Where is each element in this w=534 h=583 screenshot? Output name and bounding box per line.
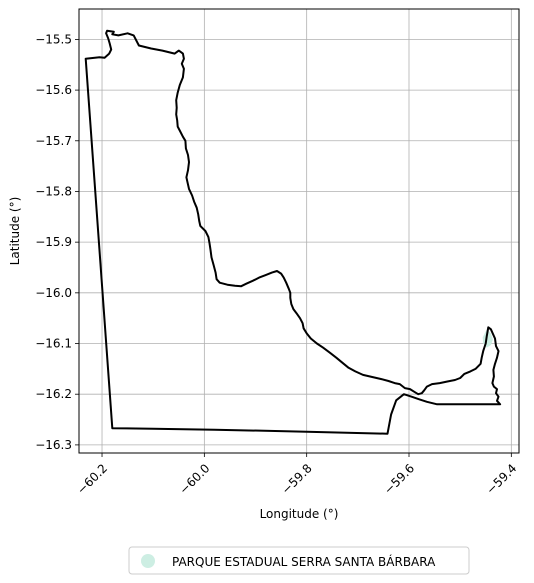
y-axis-label: Latitude (°)	[8, 197, 22, 266]
y-tick-label: −15.9	[35, 235, 72, 249]
y-tick-label: −16.2	[35, 387, 72, 401]
y-tick-label: −15.7	[35, 134, 72, 148]
legend: PARQUE ESTADUAL SERRA SANTA BÁRBARA	[128, 546, 470, 575]
y-tick-label: −15.8	[35, 184, 72, 198]
grid-lines	[79, 9, 519, 453]
y-tick-label: −16.0	[35, 286, 72, 300]
x-axis-label: Longitude (°)	[260, 507, 339, 521]
legend-marker	[141, 554, 155, 568]
y-axis-ticks: −15.5 −15.6 −15.7 −15.8 −15.9 −16.0 −16.1 −16.2…	[35, 32, 79, 452]
plot-frame	[78, 8, 520, 454]
y-tick-label: −15.6	[35, 83, 72, 97]
y-tick-label: −15.5	[35, 32, 72, 46]
legend-box	[128, 546, 470, 575]
boundary-outline	[84, 29, 502, 435]
legend-label: PARQUE ESTADUAL SERRA SANTA BÁRBARA	[172, 554, 436, 569]
y-tick-label: −16.3	[35, 438, 72, 452]
y-tick-label: −16.1	[35, 337, 72, 351]
boundary-polygon	[84, 29, 502, 435]
